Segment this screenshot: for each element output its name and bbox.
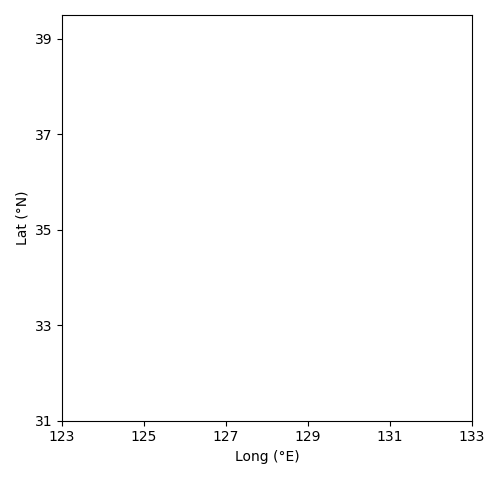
X-axis label: Long (°E): Long (°E)	[234, 450, 299, 464]
Y-axis label: Lat (°N): Lat (°N)	[15, 191, 29, 245]
